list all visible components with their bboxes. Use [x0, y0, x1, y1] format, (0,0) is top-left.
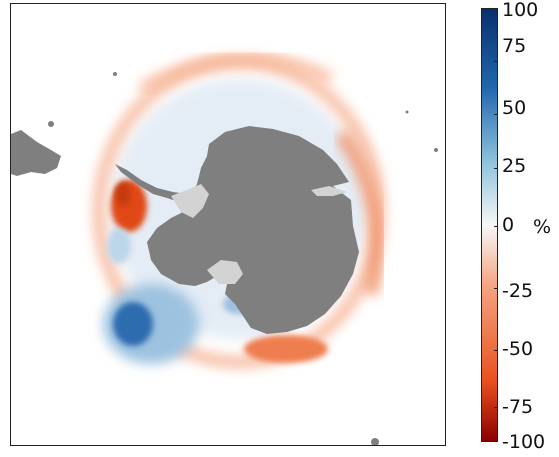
positive-patch-west [107, 228, 131, 264]
colorbar-tick-label: 0 [502, 214, 515, 236]
colorbar-tick-mark [494, 168, 498, 169]
island [434, 148, 438, 152]
colorbar-tick-label: 25 [502, 155, 527, 177]
colorbar-tick-label: -50 [502, 338, 534, 360]
island [113, 72, 117, 76]
antarctic-peninsula [115, 164, 187, 202]
antarctic-anomaly-map [11, 52, 438, 445]
colorbar [481, 8, 498, 442]
colorbar-tick-mark [494, 8, 498, 9]
colorbar-tick-mark [494, 288, 498, 289]
colorbar-tick-label: 50 [502, 97, 527, 119]
colorbar-tick-mark [494, 407, 498, 408]
island [405, 110, 409, 114]
colorbar-tick-mark [494, 61, 498, 62]
island [371, 438, 379, 445]
negative-north-band [138, 52, 334, 95]
colorbar-tick-mark [494, 226, 498, 227]
colorbar-tick-label: 75 [502, 35, 527, 57]
colorbar-tick-mark [494, 441, 498, 442]
colorbar-tick-mark [494, 350, 498, 351]
strongest-negative-core [115, 182, 131, 206]
landmasses [11, 72, 438, 445]
strong-positive-core [113, 302, 153, 346]
antarctica-landmass [147, 126, 359, 334]
ross-ice-shelf [171, 184, 209, 218]
island [48, 121, 54, 127]
negative-south-patch [244, 335, 328, 363]
colorbar-tick-mark [494, 114, 498, 115]
colorbar-tick-label: -100 [502, 431, 546, 453]
colorbar-tick-label: -25 [502, 280, 534, 302]
filchner-ice-shelf [207, 260, 243, 284]
map-panel [10, 3, 446, 446]
negative-east-band [335, 129, 384, 296]
colorbar-tick-label: 100 [502, 0, 539, 21]
colorbar-tick-label: -75 [502, 396, 534, 418]
south-america-landmass [11, 130, 61, 176]
colorbar-unit-label: % [533, 216, 552, 238]
amery-ice-shelf [311, 186, 347, 196]
